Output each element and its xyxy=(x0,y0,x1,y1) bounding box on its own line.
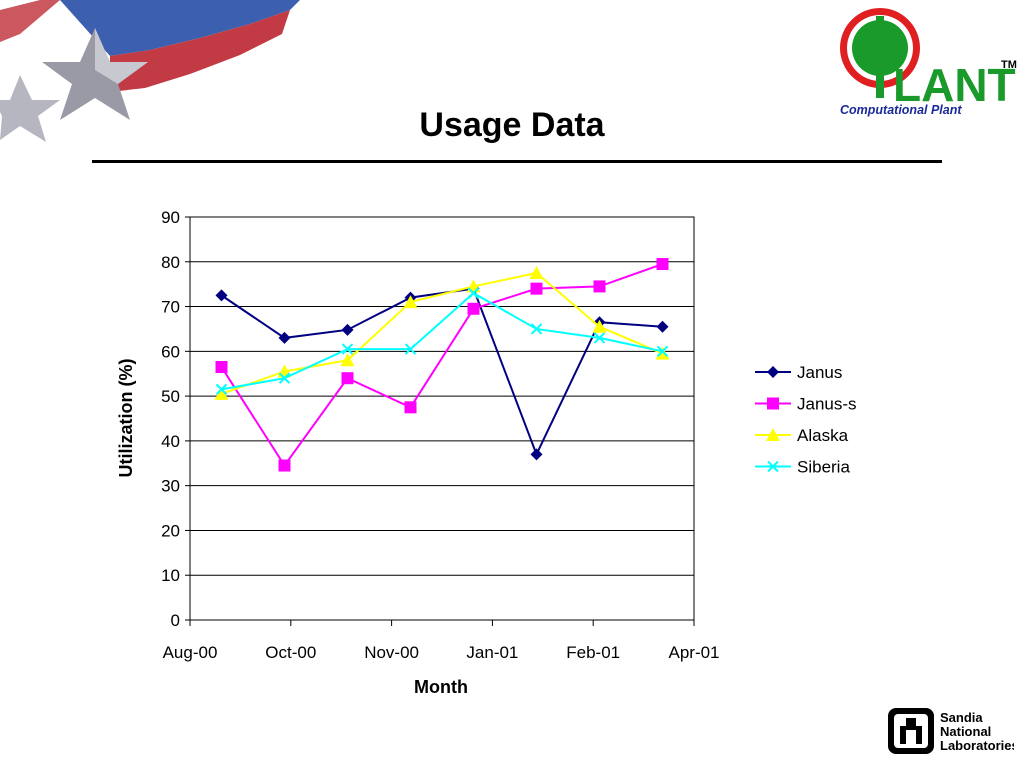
series-line-alaska xyxy=(221,271,663,395)
x-tick-label: Nov-00 xyxy=(364,643,419,662)
point-janus xyxy=(278,331,291,344)
point-janus xyxy=(530,448,543,461)
sandia-logo: Sandia National Laboratories xyxy=(888,708,1014,754)
flag-star-decoration xyxy=(0,0,300,142)
point-janus-s xyxy=(215,361,228,374)
series-line-siberia xyxy=(221,291,663,391)
series-line-janus xyxy=(220,287,663,457)
logo-caption: Computational Plant xyxy=(840,103,962,117)
point-alaska xyxy=(403,295,418,309)
legend-marker-janus xyxy=(767,366,779,378)
point-siberia xyxy=(656,345,669,358)
x-tick-label: Aug-00 xyxy=(163,643,218,662)
y-tick-label: 40 xyxy=(161,432,180,451)
point-siberia xyxy=(530,323,543,335)
legend-marker-janus-s xyxy=(767,397,779,410)
point-janus-s xyxy=(278,459,291,472)
sandia-line-2: National xyxy=(940,724,991,739)
logo-tm: TM xyxy=(1001,59,1017,71)
point-siberia xyxy=(404,343,417,355)
point-janus-s xyxy=(593,280,606,293)
legend-label-janus-s: Janus-s xyxy=(797,395,857,414)
point-siberia xyxy=(278,372,291,384)
point-siberia xyxy=(593,332,606,344)
point-alaska xyxy=(655,346,670,360)
x-tick-label: Feb-01 xyxy=(566,643,620,662)
point-alaska xyxy=(340,353,355,367)
y-tick-label: 70 xyxy=(161,298,180,317)
point-janus xyxy=(656,320,669,333)
sandia-line-3: Laboratories xyxy=(940,738,1014,753)
x-axis-title: Month xyxy=(414,677,468,697)
point-alaska xyxy=(214,386,229,400)
x-tick-label: Apr-01 xyxy=(668,643,719,662)
y-tick-label: 90 xyxy=(161,208,180,227)
legend-label-alaska: Alaska xyxy=(797,426,849,445)
plot-area xyxy=(189,216,695,621)
point-siberia xyxy=(467,287,480,299)
computational-plant-logo: LANT TM Computational Plant xyxy=(840,8,1017,117)
point-janus xyxy=(215,289,228,302)
y-axis-title: Utilization (%) xyxy=(116,359,136,478)
point-siberia xyxy=(341,343,354,355)
point-alaska xyxy=(592,319,607,333)
legend-marker-siberia xyxy=(767,460,779,473)
sandia-line-1: Sandia xyxy=(940,710,983,725)
point-janus-s xyxy=(341,372,354,385)
y-tick-label: 80 xyxy=(161,253,180,272)
point-janus-s xyxy=(467,302,480,315)
y-tick-label: 60 xyxy=(161,342,180,361)
point-janus-s xyxy=(404,401,417,414)
legend-label-siberia: Siberia xyxy=(797,458,850,477)
y-tick-label: 0 xyxy=(171,611,180,630)
y-tick-label: 20 xyxy=(161,521,180,540)
legend-marker-alaska xyxy=(766,428,780,441)
point-janus-s xyxy=(530,282,543,295)
series-line-janus-s xyxy=(220,263,663,468)
logo-wordmark: LANT xyxy=(893,59,1016,111)
title-divider xyxy=(92,160,942,163)
point-janus xyxy=(341,323,354,336)
sunflower-icon xyxy=(840,8,920,98)
point-alaska xyxy=(529,265,544,279)
y-tick-label: 30 xyxy=(161,477,180,496)
y-tick-label: 50 xyxy=(161,387,180,406)
y-tick-label: 10 xyxy=(161,566,180,585)
slide-title: Usage Data xyxy=(419,106,605,144)
legend-label-janus: Janus xyxy=(797,363,842,382)
x-tick-label: Jan-01 xyxy=(466,643,518,662)
x-tick-label: Oct-00 xyxy=(265,643,316,662)
point-siberia xyxy=(215,383,228,396)
point-janus-s xyxy=(656,258,669,271)
